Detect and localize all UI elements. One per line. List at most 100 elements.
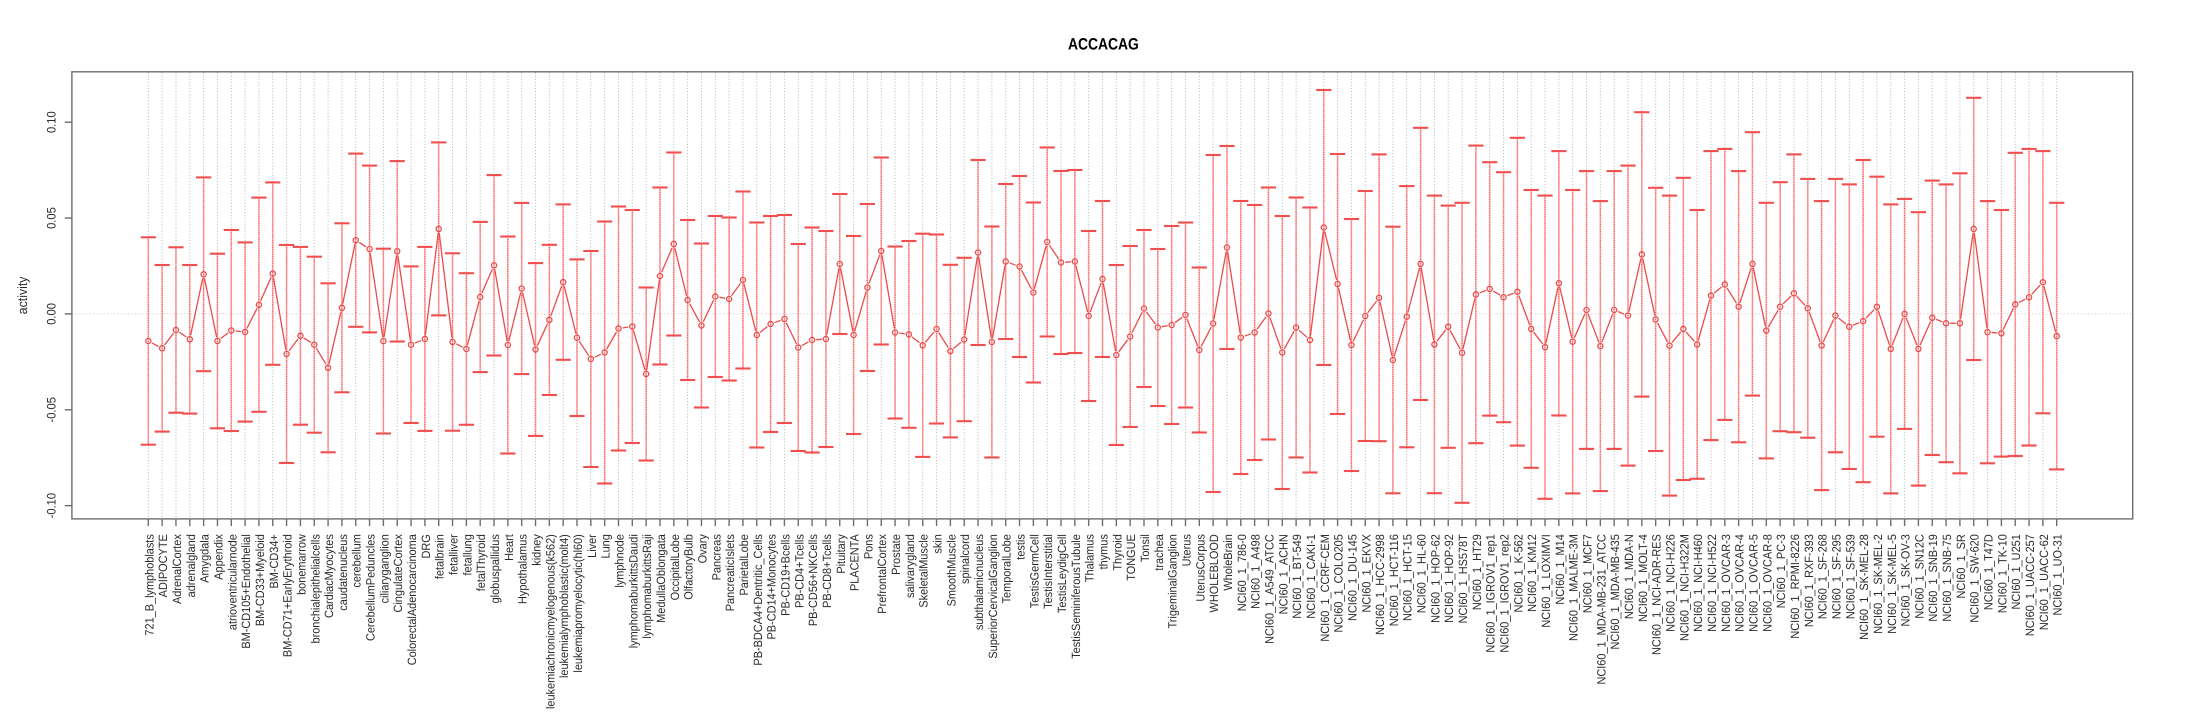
- svg-text:NCI60_1_OVCAR-5: NCI60_1_OVCAR-5: [1746, 534, 1760, 632]
- svg-text:PB-CD56+NKCells: PB-CD56+NKCells: [806, 534, 820, 626]
- svg-text:CardiacMyocytes: CardiacMyocytes: [322, 534, 336, 618]
- svg-text:Pituitary: Pituitary: [834, 534, 848, 573]
- svg-text:OlfactoryBulb: OlfactoryBulb: [682, 534, 696, 600]
- svg-text:NCI60_1_CCRF-CEM: NCI60_1_CCRF-CEM: [1318, 534, 1332, 641]
- svg-text:salivarygland: salivarygland: [903, 534, 917, 598]
- svg-text:NCI60_1_SNB-19: NCI60_1_SNB-19: [1926, 534, 1940, 622]
- svg-text:CingulateCortex: CingulateCortex: [391, 534, 405, 612]
- svg-text:NCI60_1_IGROV1_rep2: NCI60_1_IGROV1_rep2: [1498, 534, 1512, 653]
- svg-text:skin: skin: [931, 534, 945, 553]
- svg-text:NCI60_1_MCF7: NCI60_1_MCF7: [1581, 534, 1595, 613]
- svg-text:NCI60_1_A549_ATCC: NCI60_1_A549_ATCC: [1262, 534, 1276, 644]
- svg-text:SmoothMuscle: SmoothMuscle: [944, 534, 958, 607]
- svg-text:NCI60_1_HOP-62: NCI60_1_HOP-62: [1428, 534, 1442, 623]
- svg-text:caudatenucleus: caudatenucleus: [336, 534, 350, 611]
- svg-text:NCI60_1_OVCAR-3: NCI60_1_OVCAR-3: [1719, 534, 1733, 632]
- svg-text:NCI60_1_M14: NCI60_1_M14: [1553, 534, 1567, 605]
- svg-text:721_B_lymphoblasts: 721_B_lymphoblasts: [142, 534, 156, 635]
- svg-text:NCI60_1_K-562: NCI60_1_K-562: [1511, 534, 1525, 613]
- svg-text:lymphomaburkittsRaji: lymphomaburkittsRaji: [640, 534, 654, 638]
- svg-text:NCI60_1_UACC-62: NCI60_1_UACC-62: [2037, 534, 2051, 630]
- svg-text:adrenalgland: adrenalgland: [184, 534, 198, 597]
- svg-text:Hypothalamus: Hypothalamus: [516, 534, 530, 604]
- svg-text:UterusCorpus: UterusCorpus: [1193, 534, 1207, 601]
- svg-text:testis: testis: [1014, 534, 1028, 559]
- svg-text:NCI60_1_HOP-92: NCI60_1_HOP-92: [1442, 534, 1456, 623]
- svg-text:TestisInterstitial: TestisInterstitial: [1041, 534, 1055, 609]
- svg-text:-0.05: -0.05: [45, 397, 59, 423]
- svg-text:SkeletalMuscle: SkeletalMuscle: [917, 534, 931, 608]
- svg-text:-0.10: -0.10: [45, 493, 59, 519]
- svg-text:NCI60_1_HL-60: NCI60_1_HL-60: [1415, 534, 1429, 613]
- svg-text:NCI60_1_A498: NCI60_1_A498: [1249, 534, 1263, 609]
- svg-text:BM-CD33+Myeloid: BM-CD33+Myeloid: [253, 534, 267, 626]
- svg-text:leukemiachronicmyelogenous(k56: leukemiachronicmyelogenous(k562): [543, 534, 557, 709]
- svg-text:PB-CD8+Tcells: PB-CD8+Tcells: [820, 534, 834, 608]
- svg-text:Liver: Liver: [585, 534, 599, 558]
- svg-text:NCI60_1_MDA-MB-435: NCI60_1_MDA-MB-435: [1608, 534, 1622, 650]
- svg-text:bonemarrow: bonemarrow: [294, 534, 308, 595]
- svg-text:NCI60_1_RPMI-8226: NCI60_1_RPMI-8226: [1788, 534, 1802, 639]
- svg-text:NCI60_1_MDA-MB-231_ATCC: NCI60_1_MDA-MB-231_ATCC: [1594, 534, 1608, 685]
- svg-text:NCI60_1_SF-539: NCI60_1_SF-539: [1843, 534, 1857, 619]
- svg-text:PancreaticIslets: PancreaticIslets: [723, 534, 737, 611]
- svg-text:Appendix: Appendix: [211, 534, 225, 580]
- svg-text:PB-CD14+Monocytes: PB-CD14+Monocytes: [765, 534, 779, 639]
- svg-text:NCI60_1_SW-620: NCI60_1_SW-620: [1968, 534, 1982, 623]
- svg-text:Lung: Lung: [599, 534, 613, 558]
- svg-text:NCI60_1_CAKI-1: NCI60_1_CAKI-1: [1304, 534, 1318, 619]
- svg-text:trachea: trachea: [1152, 534, 1166, 571]
- svg-text:NCI60_1_HCC-2998: NCI60_1_HCC-2998: [1373, 534, 1387, 635]
- svg-text:NCI60_1_NCI-H226: NCI60_1_NCI-H226: [1663, 534, 1677, 632]
- svg-text:leukemiapromyelocytic(hl60): leukemiapromyelocytic(hl60): [571, 534, 585, 672]
- svg-text:Thyroid: Thyroid: [1110, 534, 1124, 570]
- svg-text:Heart: Heart: [502, 534, 516, 561]
- svg-text:Pons: Pons: [861, 534, 875, 559]
- svg-text:NCI60_1_RXF-393: NCI60_1_RXF-393: [1802, 534, 1816, 627]
- svg-text:NCI60_1_KM12: NCI60_1_KM12: [1525, 534, 1539, 612]
- svg-text:TestisSeminiferousTubule: TestisSeminiferousTubule: [1069, 534, 1083, 659]
- svg-text:MedullaOblongata: MedullaOblongata: [654, 534, 668, 623]
- svg-text:NCI60_1_HT29: NCI60_1_HT29: [1470, 534, 1484, 610]
- svg-text:NCI60_1_IGROV1_rep1: NCI60_1_IGROV1_rep1: [1484, 534, 1498, 653]
- svg-text:NCI60_1_PC-3: NCI60_1_PC-3: [1774, 534, 1788, 608]
- svg-text:Prostate: Prostate: [889, 534, 903, 575]
- svg-text:globuspallidus: globuspallidus: [488, 534, 502, 603]
- svg-text:TONGUE: TONGUE: [1124, 534, 1138, 581]
- svg-text:NCI60_1_UO-31: NCI60_1_UO-31: [2051, 534, 2065, 616]
- svg-text:BM-CD105+Endothelial: BM-CD105+Endothelial: [239, 534, 253, 648]
- svg-text:atrioventricularnode: atrioventricularnode: [225, 534, 239, 630]
- svg-text:subthalamicnucleus: subthalamicnucleus: [972, 534, 986, 630]
- svg-text:PLACENTA: PLACENTA: [848, 534, 862, 591]
- svg-text:NCI60_1_MOLT-4: NCI60_1_MOLT-4: [1636, 534, 1650, 622]
- svg-text:activity: activity: [15, 276, 30, 314]
- svg-text:AdrenalCortex: AdrenalCortex: [170, 534, 184, 604]
- svg-text:leukemialymphoblastic(molt4): leukemialymphoblastic(molt4): [557, 534, 571, 678]
- svg-text:NCI60_1_OVCAR-4: NCI60_1_OVCAR-4: [1733, 534, 1747, 632]
- svg-text:PB-CD19+Bcells: PB-CD19+Bcells: [778, 534, 792, 616]
- svg-text:NCI60_1_COLO205: NCI60_1_COLO205: [1332, 534, 1346, 633]
- svg-text:ADIPOCYTE: ADIPOCYTE: [156, 534, 170, 597]
- svg-text:WholeBrain: WholeBrain: [1221, 534, 1235, 590]
- svg-text:NCI60_1_SF-268: NCI60_1_SF-268: [1816, 534, 1830, 619]
- svg-text:lymphomaburkittsDaudi: lymphomaburkittsDaudi: [626, 534, 640, 648]
- svg-text:Pancreas: Pancreas: [709, 534, 723, 580]
- svg-text:Tonsil: Tonsil: [1138, 534, 1152, 562]
- svg-text:NCI60_1_SN12C: NCI60_1_SN12C: [1912, 534, 1926, 619]
- svg-text:bronchialepithelialcells: bronchialepithelialcells: [308, 534, 322, 643]
- svg-text:BM-CD71+EarlyErythroid: BM-CD71+EarlyErythroid: [281, 534, 295, 657]
- svg-text:Amygdala: Amygdala: [198, 534, 212, 583]
- svg-text:NCI60_1_SF-295: NCI60_1_SF-295: [1829, 534, 1843, 619]
- svg-text:NCI60_1_786-0: NCI60_1_786-0: [1235, 534, 1249, 611]
- svg-text:spinalcord: spinalcord: [958, 534, 972, 584]
- svg-text:lymphnode: lymphnode: [612, 534, 626, 588]
- svg-text:fetallung: fetallung: [460, 534, 474, 575]
- svg-text:NCI60_1_ACHN: NCI60_1_ACHN: [1276, 534, 1290, 614]
- svg-text:NCI60_1_SNB-75: NCI60_1_SNB-75: [1940, 534, 1954, 622]
- svg-text:ParietalLobe: ParietalLobe: [737, 534, 751, 596]
- svg-text:thymus: thymus: [1097, 534, 1111, 569]
- svg-text:PB-CD4+Tcells: PB-CD4+Tcells: [792, 534, 806, 608]
- svg-text:cerebellum: cerebellum: [350, 534, 364, 587]
- svg-text:0.10: 0.10: [45, 111, 59, 133]
- svg-text:TrigeminalGanglion: TrigeminalGanglion: [1166, 534, 1180, 628]
